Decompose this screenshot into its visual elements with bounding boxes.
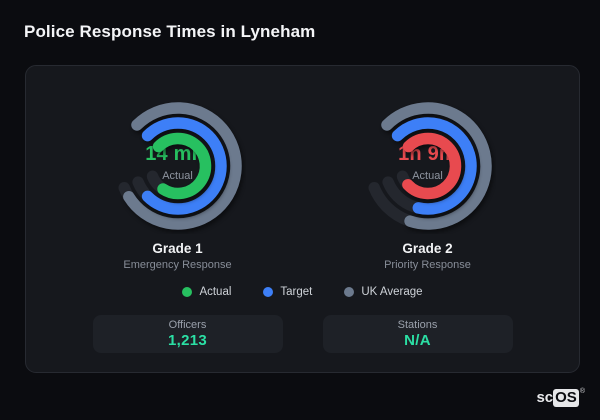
gauge-grade-1-subtitle: Emergency Response <box>123 259 232 271</box>
stat-officers-value: 1,213 <box>167 332 208 349</box>
gauge-grade-1-caption: Actual <box>162 169 193 182</box>
stat-box-stations: Stations N/A <box>322 315 513 353</box>
gauge-grade-2-caption: Actual <box>412 169 443 182</box>
legend-label-uk-average: UK Average <box>361 286 423 298</box>
stat-stations-label: Stations <box>397 319 438 331</box>
page-title: Police Response Times in Lyneham <box>24 22 316 41</box>
chart-legend: Actual Target UK Average <box>182 286 423 298</box>
legend-label-actual: Actual <box>199 286 232 298</box>
gauge-grade-1: 14 min Actual Grade 1 Emergency Response <box>53 98 303 271</box>
legend-item-uk-average[interactable]: UK Average <box>344 286 423 298</box>
gauge-grade-2-title: Grade 2 <box>402 241 453 256</box>
gauge-grade-1-chart-area: 14 min Actual <box>110 98 246 234</box>
legend-item-target[interactable]: Target <box>263 286 312 298</box>
registered-trademark-icon: ® <box>579 388 585 395</box>
legend-item-actual[interactable]: Actual <box>182 286 231 298</box>
legend-dot-uk-average <box>344 287 355 297</box>
stat-officers-label: Officers <box>168 319 207 331</box>
stats-row: Officers 1,213 Stations N/A <box>92 315 513 353</box>
scos-logo-prefix: sc <box>536 389 554 406</box>
gauge-grade-1-title: Grade 1 <box>152 241 203 256</box>
stat-box-officers: Officers 1,213 <box>92 315 283 353</box>
radial-gauge-chart-grade-2 <box>367 102 492 230</box>
legend-label-target: Target <box>280 286 313 298</box>
scos-logo: sc OS ® <box>536 388 585 407</box>
radial-gauge-chart-grade-1 <box>117 102 242 230</box>
response-times-card: 14 min Actual Grade 1 Emergency Response… <box>25 65 580 373</box>
gauge-grade-2-chart-area: 1h 9m Actual <box>360 98 496 234</box>
legend-dot-actual <box>182 287 193 297</box>
stat-stations-value: N/A <box>404 332 431 349</box>
scos-logo-badge: OS <box>553 389 579 407</box>
gauge-grade-2: 1h 9m Actual Grade 2 Priority Response <box>303 98 553 271</box>
gauges-row: 14 min Actual Grade 1 Emergency Response… <box>53 98 553 271</box>
gauge-grade-2-subtitle: Priority Response <box>384 259 471 271</box>
legend-dot-target <box>263 287 274 297</box>
